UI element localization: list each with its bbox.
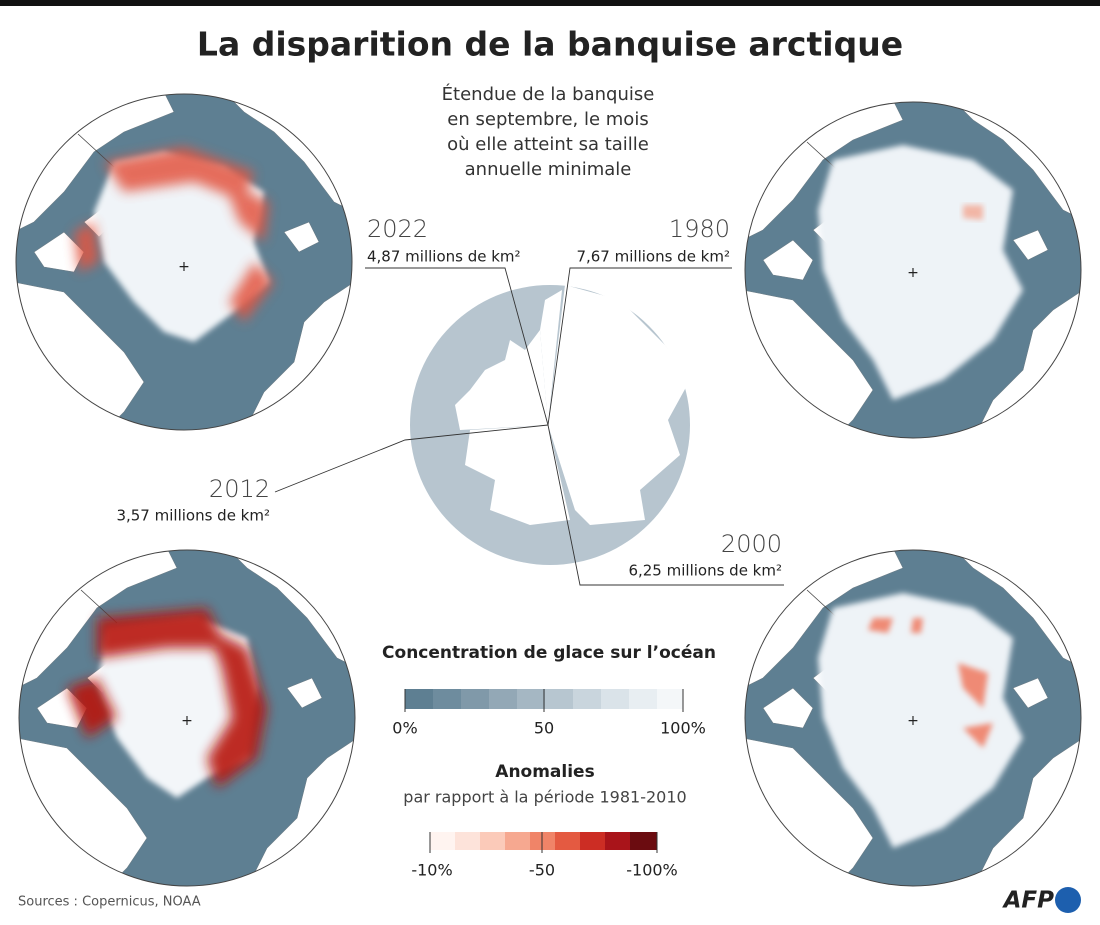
extent-label: 7,67 millions de km² xyxy=(576,248,730,266)
svg-text:+: + xyxy=(178,259,190,275)
scale-label: -100% xyxy=(626,861,678,880)
subtitle-line: annuelle minimale xyxy=(465,159,632,180)
logo: AFP xyxy=(1002,888,1055,914)
scale-label: 100% xyxy=(660,719,706,738)
concentration-scale xyxy=(404,689,684,712)
leader-line xyxy=(365,267,549,426)
extent-comparison xyxy=(410,285,690,565)
year-label: 2012 xyxy=(209,475,270,503)
svg-text:+: + xyxy=(907,265,919,281)
scale-label: -50 xyxy=(529,861,555,880)
map-2012: + xyxy=(17,548,357,888)
subtitle-line: en septembre, le mois xyxy=(447,109,648,130)
year-label: 2022 xyxy=(367,215,428,243)
map-2000: + xyxy=(743,548,1083,888)
top-bar xyxy=(0,0,1100,6)
scale-label: 0% xyxy=(392,719,417,738)
scale-label: -10% xyxy=(411,861,452,880)
extent-label: 4,87 millions de km² xyxy=(367,248,521,266)
title: La disparition de la banquise arctique xyxy=(197,25,903,64)
legend-title: Anomalies xyxy=(495,762,594,782)
legend-title: Concentration de glace sur l’océan xyxy=(382,643,716,663)
map-2022: + xyxy=(14,92,354,432)
scale-label: 50 xyxy=(534,719,554,738)
source: Sources : Copernicus, NOAA xyxy=(18,895,201,910)
extent-label: 6,25 millions de km² xyxy=(628,562,782,580)
svg-text:+: + xyxy=(907,713,919,729)
year-label: 1980 xyxy=(669,215,730,243)
leader-line xyxy=(547,267,732,426)
anomaly-scale xyxy=(429,832,658,853)
subtitle-line: où elle atteint sa taille xyxy=(447,134,649,155)
leader-line xyxy=(274,424,549,493)
map-1980: + xyxy=(743,100,1083,440)
svg-text:+: + xyxy=(181,713,193,729)
legend-subtitle: par rapport à la période 1981-2010 xyxy=(403,788,686,807)
logo-dot xyxy=(1055,887,1081,913)
year-label: 2000 xyxy=(721,530,782,558)
leader-line xyxy=(547,424,784,586)
subtitle-line: Étendue de la banquise xyxy=(442,83,655,105)
extent-label: 3,57 millions de km² xyxy=(116,507,270,525)
